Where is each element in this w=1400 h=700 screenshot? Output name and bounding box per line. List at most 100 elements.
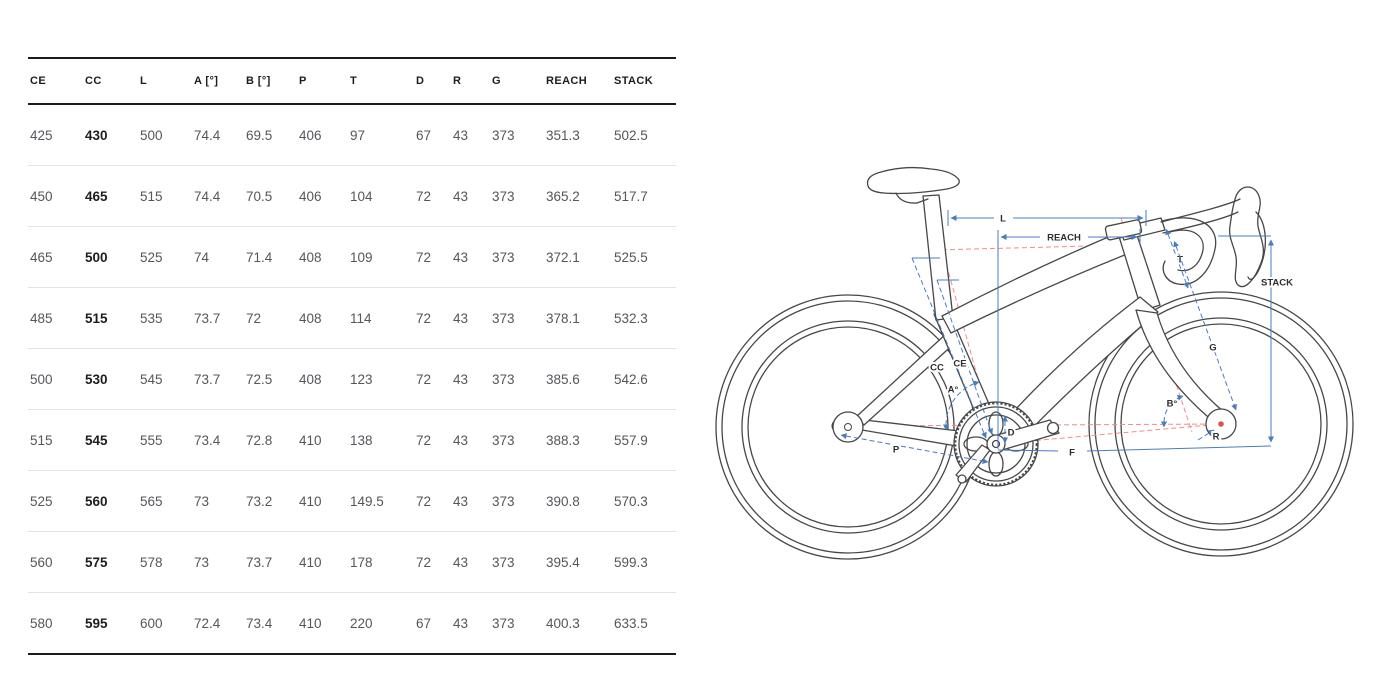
table-cell: 373 — [490, 409, 544, 471]
brake-hood — [1228, 186, 1264, 288]
table-cell: 72 — [414, 409, 451, 471]
table-header-cell: D — [414, 58, 451, 105]
table-cell: 97 — [348, 104, 414, 166]
table-cell: 70.5 — [244, 165, 297, 227]
geometry-table: CE CC L A [°] B [°] P T D R G REACH STACK 425 430 500… — [28, 57, 676, 655]
table-cell: 410 — [299, 615, 322, 631]
table-cell: 138 — [348, 409, 414, 471]
table-cell: 373 — [492, 615, 515, 631]
table-cell: 515 — [28, 409, 83, 471]
dim-label-f: F — [1069, 448, 1075, 459]
table-header: CE CC L A [°] B [°] P T D R G REACH STACK — [28, 58, 676, 105]
table-cell: 72.8 — [244, 409, 297, 471]
table-cell: 74.4 — [192, 104, 244, 166]
table-row: 580 595 600 72.4 73.4 410 220 67 43 373 400.3 633.5 — [28, 593, 676, 655]
table-cell: 515 — [83, 287, 138, 349]
table-cell: 599.3 — [612, 531, 676, 593]
table-cell: 542.6 — [612, 348, 676, 410]
table-cell: 500 — [83, 226, 138, 288]
table-cell: 73.7 — [192, 287, 244, 349]
table-cell: 525 — [28, 470, 83, 532]
table-cell: 560 — [28, 531, 83, 593]
table-cell: 72 — [414, 165, 451, 227]
table-cell: 578 — [138, 531, 192, 593]
table-cell: 500 — [28, 348, 83, 410]
table-cell: 220 — [350, 615, 373, 631]
table-cell: 410 — [297, 470, 348, 532]
table-cell: 395.4 — [544, 531, 612, 593]
table-cell: 385.6 — [544, 348, 612, 410]
table-row: 450 465 515 74.4 70.5 406 104 72 43 373 365.2 517.7 — [28, 165, 676, 227]
handlebar-top — [1160, 198, 1241, 234]
table-header-cell: REACH — [544, 58, 612, 105]
table-cell: 373 — [490, 165, 544, 227]
dim-label-cc: CC — [930, 363, 944, 374]
table-row: 500 530 545 73.7 72.5 408 123 72 43 373 385.6 542.6 — [28, 348, 676, 410]
table-cell: 410 — [297, 409, 348, 471]
table-cell: 406 — [297, 165, 348, 227]
table-cell: 73.7 — [244, 531, 297, 593]
table-cell: 72.5 — [244, 348, 297, 410]
table-cell: 555 — [138, 409, 192, 471]
table-cell: 43 — [451, 348, 490, 410]
table-cell: 408 — [297, 226, 348, 288]
table-cell: 73.2 — [244, 470, 297, 532]
table-cell: 373 — [490, 287, 544, 349]
table-cell: 123 — [348, 348, 414, 410]
table-cell: 365.2 — [544, 165, 612, 227]
rear-axle — [844, 423, 852, 431]
dimension-lines: L REACH STACK F T G CC CE A° B° — [840, 210, 1295, 464]
top-tube — [941, 231, 1133, 334]
table-cell: 465 — [83, 165, 138, 227]
table-cell: 545 — [138, 348, 192, 410]
table-cell: 390.8 — [544, 470, 612, 532]
dim-line-f-right — [1086, 445, 1272, 452]
table-cell: 43 — [453, 615, 469, 631]
table-cell: 43 — [451, 165, 490, 227]
brake-lever — [1247, 211, 1267, 280]
front-hub — [1205, 408, 1237, 440]
table-cell: 373 — [490, 531, 544, 593]
table-cell: 408 — [297, 348, 348, 410]
table-cell: 580 — [30, 615, 53, 631]
dim-label-b: B° — [1167, 399, 1178, 410]
dim-label-ce: CE — [953, 359, 966, 370]
table-cell: 408 — [297, 287, 348, 349]
table-cell: 373 — [490, 226, 544, 288]
table-header-cell: R — [451, 58, 490, 105]
table-cell: 72.4 — [194, 615, 221, 631]
dim-label-r: R — [1213, 432, 1220, 443]
table-header-cell: STACK — [612, 58, 676, 105]
table-row: 515 545 555 73.4 72.8 410 138 72 43 373 388.3 557.9 — [28, 409, 676, 471]
table-cell: 74.4 — [192, 165, 244, 227]
dim-label-stack: STACK — [1261, 278, 1293, 289]
table-row: 560 575 578 73 73.7 410 178 72 43 373 395.4 599.3 — [28, 531, 676, 593]
table-header-cell: G — [490, 58, 544, 105]
dim-line-ce — [936, 279, 993, 435]
table-cell: 633.5 — [614, 615, 648, 631]
table-cell: 425 — [28, 104, 83, 166]
dim-line-p — [840, 433, 989, 464]
table-cell: 73.4 — [192, 409, 244, 471]
table-cell: 72 — [414, 531, 451, 593]
handlebar-drop-outer — [1161, 217, 1217, 285]
dim-line-r — [1197, 429, 1215, 441]
table-cell: 545 — [83, 409, 138, 471]
table-cell: 43 — [451, 409, 490, 471]
table-row: 425 430 500 74.4 69.5 406 97 67 43 373 351.3 502.5 — [28, 104, 676, 166]
table-cell: 372.1 — [544, 226, 612, 288]
table-cell: 43 — [451, 226, 490, 288]
table-cell: 400.3 — [546, 615, 580, 631]
dim-label-reach: REACH — [1047, 233, 1081, 244]
table-cell: 178 — [348, 531, 414, 593]
table-cell: 351.3 — [544, 104, 612, 166]
front-axle-marker — [1218, 421, 1224, 427]
table-cell: 114 — [348, 287, 414, 349]
bike-frame — [831, 166, 1267, 453]
head-angle-arc — [1161, 394, 1184, 428]
table-cell: 525 — [138, 226, 192, 288]
table-cell: 388.3 — [544, 409, 612, 471]
left-pedal-spindle — [957, 474, 967, 484]
table-cell: 72 — [414, 226, 451, 288]
